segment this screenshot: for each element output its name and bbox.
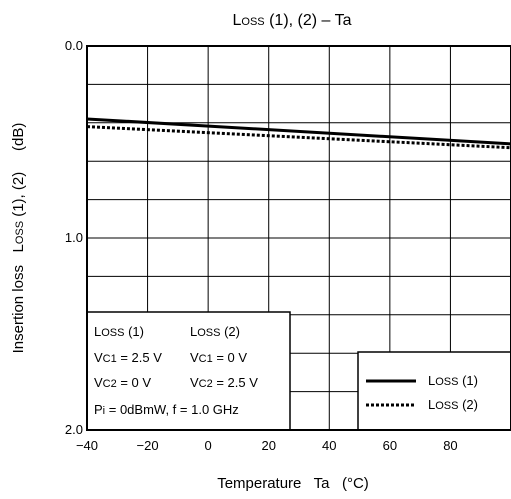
series-lines bbox=[86, 117, 511, 150]
y-tick-label: 1.0 bbox=[65, 230, 83, 245]
x-tick-label: −20 bbox=[137, 438, 159, 453]
chart-title: LOSS (1), (2) – Ta bbox=[233, 12, 352, 29]
condition-text: LOSS (2) bbox=[190, 324, 240, 339]
axis-labels: LOSS (1), (2) – Ta Temperature Ta (°C) Ins… bbox=[10, 12, 369, 492]
series-loss-2-line bbox=[86, 125, 511, 150]
condition-text: LOSS (1) bbox=[94, 324, 144, 339]
tick-labels: −40 −20 0 20 40 60 80 0.0 1.0 2.0 bbox=[65, 38, 458, 453]
condition-text: VC2 = 2.5 V bbox=[190, 375, 258, 390]
condition-text: Pi = 0dBmW, f = 1.0 GHz bbox=[94, 402, 239, 417]
x-tick-label: 0 bbox=[205, 438, 212, 453]
legend-label: LOSS (2) bbox=[428, 397, 478, 412]
plot-frame bbox=[86, 45, 511, 431]
x-axis-label: Temperature Ta (°C) bbox=[217, 475, 369, 492]
y-tick-label: 0.0 bbox=[65, 38, 83, 53]
condition-text: VC1 = 2.5 V bbox=[94, 350, 162, 365]
x-tick-label: 40 bbox=[322, 438, 336, 453]
x-tick-label: −40 bbox=[76, 438, 98, 453]
condition-text: VC1 = 0 V bbox=[190, 350, 247, 365]
x-tick-label: 60 bbox=[383, 438, 397, 453]
legend-label: LOSS (1) bbox=[428, 373, 478, 388]
y-tick-label: 2.0 bbox=[65, 422, 83, 437]
annotation-boxes: LOSS (1) LOSS (2) VC1 = 2.5 V VC1 = 0 V VC2 … bbox=[86, 311, 511, 431]
y-axis-label: Insertion loss LOSS (1), (2) (dB) bbox=[10, 123, 27, 354]
legend-box bbox=[357, 351, 511, 431]
condition-text: VC2 = 0 V bbox=[94, 375, 151, 390]
x-tick-label: 20 bbox=[261, 438, 275, 453]
conditions-box bbox=[86, 311, 291, 431]
x-tick-label: 80 bbox=[443, 438, 457, 453]
series-loss-1-line bbox=[86, 117, 511, 146]
